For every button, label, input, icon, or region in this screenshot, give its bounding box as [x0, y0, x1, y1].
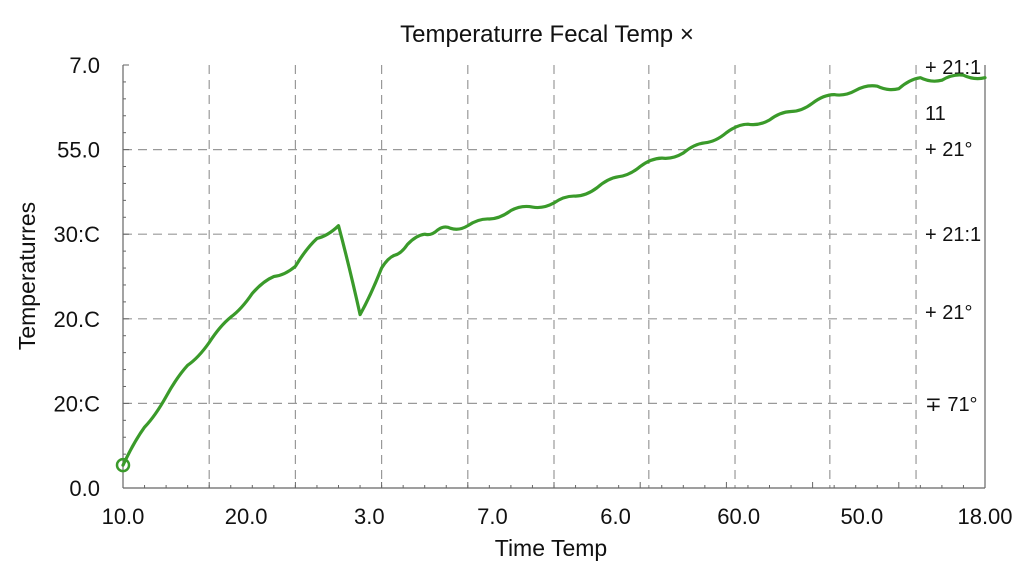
start-point-marker	[115, 457, 131, 473]
x-tick-label: 3.0	[354, 504, 385, 529]
x-axis-ticks: 10.0 20.0 3.0 7.0 6.0 60.0 50.0 18.00	[102, 504, 1013, 529]
y-axis-title: Temperaturres	[14, 202, 40, 350]
x-tick-label: 10.0	[102, 504, 145, 529]
x-tick-label: 60.0	[717, 504, 760, 529]
series-line	[121, 73, 987, 467]
x-axis-title: Time Temp	[495, 535, 607, 561]
y-tick-label: 20:C	[54, 391, 101, 416]
x-tick-label: 18.00	[957, 504, 1012, 529]
annotation-label: + 21°	[925, 302, 972, 324]
grid	[123, 65, 918, 488]
x-tick-label: 20.0	[225, 504, 268, 529]
annotation-label: ∓ 71°	[925, 394, 978, 416]
right-annotations: + 21:1 11 + 21° + 21:1 + 21° ∓ 71°	[925, 57, 981, 416]
x-tick-label: 7.0	[477, 504, 508, 529]
x-tick-label: 6.0	[600, 504, 631, 529]
y-tick-label: 20.C	[54, 307, 101, 332]
y-tick-label: 7.0	[69, 53, 100, 78]
chart-title: Temperaturre Fecal Temp ×	[400, 21, 694, 48]
plot-frame	[122, 64, 986, 489]
annotation-label: + 21°	[925, 139, 972, 161]
y-tick-label: 55.0	[57, 138, 100, 163]
series-layer	[115, 73, 987, 473]
annotation-label: + 21:1	[925, 57, 981, 79]
y-tick-label: 30:C	[54, 222, 101, 247]
x-tick-label: 50.0	[840, 504, 883, 529]
y-axis-ticks: 0.0 20:C 20.C 30:C 55.0 7.0	[54, 53, 101, 501]
annotation-label: 11	[925, 103, 946, 125]
annotation-label: + 21:1	[925, 224, 981, 246]
y-tick-label: 0.0	[69, 476, 100, 501]
